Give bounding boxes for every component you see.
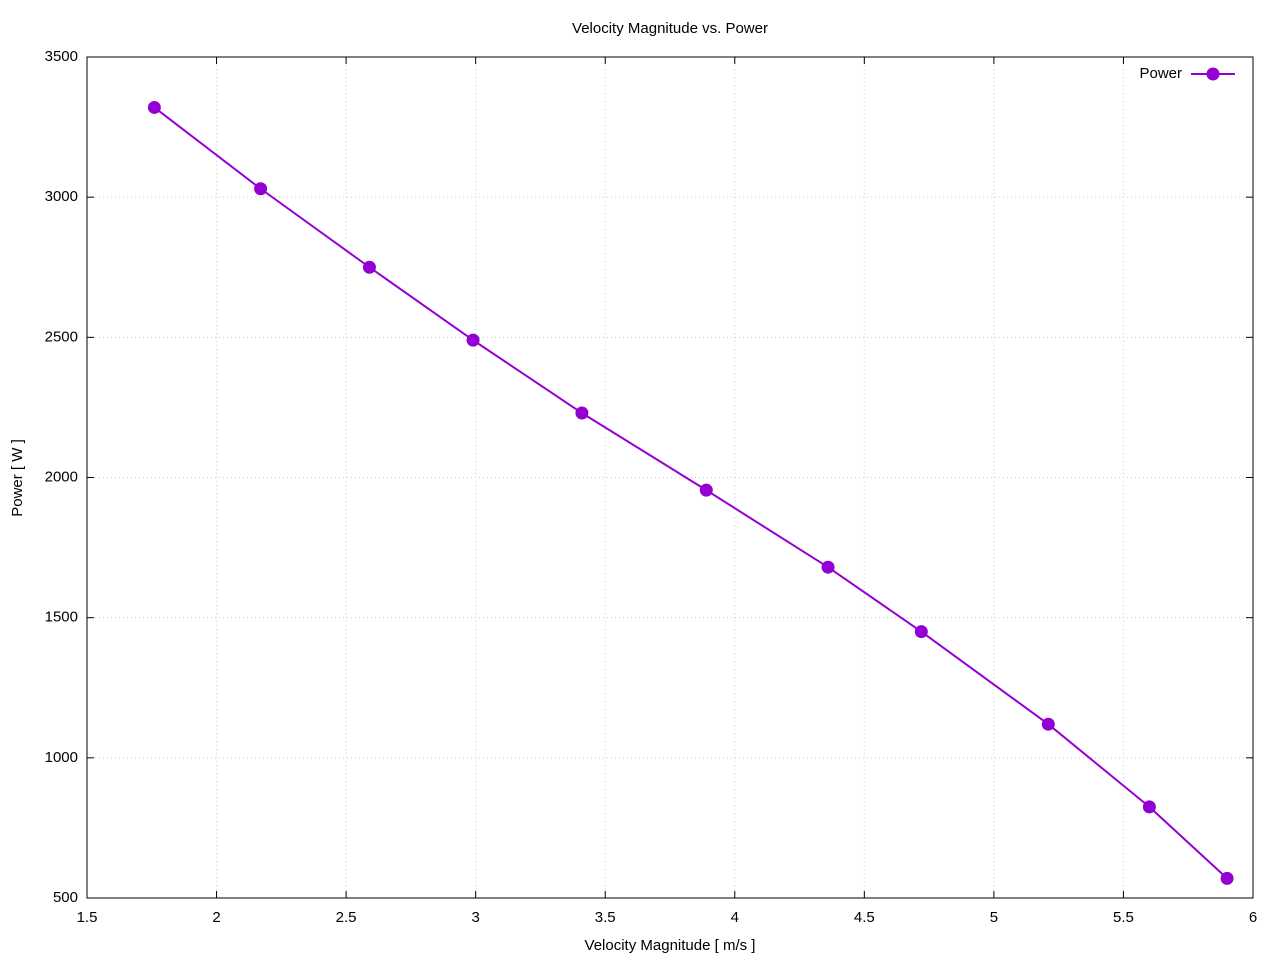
data-point — [362, 260, 376, 274]
data-point — [699, 483, 713, 497]
data-point — [1220, 871, 1234, 885]
data-point — [1142, 800, 1156, 814]
data-point — [466, 333, 480, 347]
x-tick-label: 4.5 — [854, 909, 875, 926]
data-point — [1041, 717, 1055, 731]
x-tick-label: 3 — [471, 909, 479, 926]
x-tick-label: 2 — [212, 909, 220, 926]
x-tick-label: 6 — [1249, 909, 1257, 926]
data-point — [575, 406, 589, 420]
x-tick-label: 2.5 — [336, 909, 357, 926]
y-tick-label: 1000 — [45, 749, 78, 766]
y-tick-label: 3000 — [45, 188, 78, 205]
x-tick-label: 5 — [990, 909, 998, 926]
y-axis-label: Power [ W ] — [9, 439, 26, 517]
chart-title: Velocity Magnitude vs. Power — [572, 20, 768, 37]
x-tick-label: 4 — [731, 909, 739, 926]
data-point — [254, 182, 268, 196]
y-tick-label: 1500 — [45, 609, 78, 626]
legend-marker — [1206, 67, 1220, 81]
x-axis-label: Velocity Magnitude [ m/s ] — [585, 937, 756, 954]
y-tick-label: 2000 — [45, 468, 78, 485]
legend-label: Power — [1139, 65, 1182, 82]
data-point — [821, 560, 835, 574]
x-tick-label: 5.5 — [1113, 909, 1134, 926]
y-tick-label: 500 — [53, 889, 78, 906]
x-tick-label: 1.5 — [77, 909, 98, 926]
plot-frame — [86, 56, 1254, 899]
y-tick-label: 2500 — [45, 328, 78, 345]
data-point — [914, 625, 928, 639]
x-tick-label: 3.5 — [595, 909, 616, 926]
data-point — [147, 100, 161, 114]
y-tick-label: 3500 — [45, 48, 78, 65]
series-line — [153, 106, 1228, 880]
